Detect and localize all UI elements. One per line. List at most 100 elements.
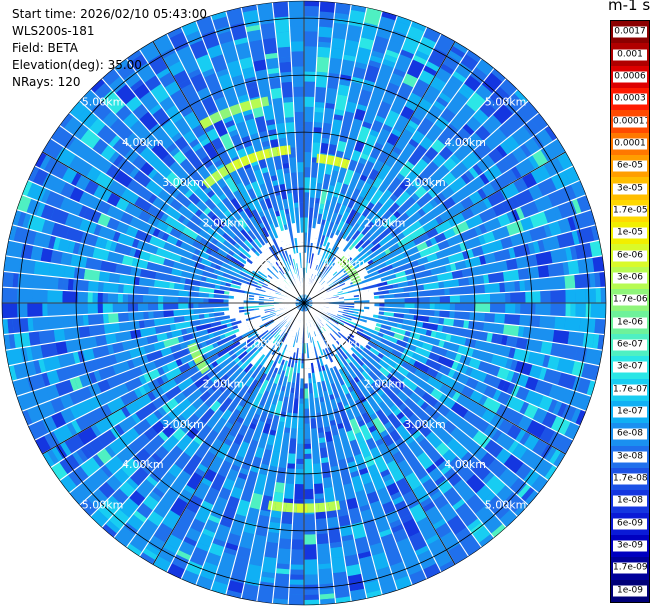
ray-gap (312, 304, 600, 367)
ppi-bin (182, 536, 198, 547)
ppi-bin (1, 287, 18, 303)
ppi-bin (520, 216, 534, 232)
ppi-bin (304, 423, 312, 439)
ppi-bin (344, 101, 358, 114)
ppi-bin (411, 430, 422, 440)
ppi-bin (268, 319, 274, 324)
ppi-bin (499, 282, 506, 293)
ppi-bin (254, 290, 270, 296)
ppi-bin (32, 274, 44, 290)
ppi-bin (304, 146, 313, 153)
ppi-bin (361, 160, 375, 178)
ppi-bin (343, 309, 354, 314)
ppi-bin (72, 241, 81, 255)
ppi-bin (397, 220, 410, 232)
ppi-bin (437, 460, 449, 472)
ppi-bin (465, 49, 482, 63)
ppi-bin (108, 134, 121, 148)
ppi-bin (277, 349, 286, 365)
ppi-bin (360, 238, 372, 250)
ppi-bin (411, 352, 424, 363)
ppi-bin (289, 16, 304, 27)
ppi-bin (399, 308, 410, 314)
ppi-bin (316, 260, 323, 271)
ppi-bin (357, 271, 369, 279)
ppi-bin (435, 96, 449, 108)
ppi-bin (324, 262, 336, 276)
ppi-bin (274, 117, 286, 124)
colorbar-tick-label: 1.7e-09 (613, 562, 647, 574)
ppi-bin (304, 177, 311, 193)
ppi-bin (261, 266, 275, 278)
ray-gap (308, 58, 482, 297)
ray-gap (305, 311, 383, 595)
ppi-bin (374, 438, 385, 447)
ppi-bin (348, 244, 355, 251)
ppi-bin (118, 312, 129, 323)
ppi-bin (198, 313, 205, 320)
ppi-bin (523, 468, 541, 487)
ppi-bin (249, 215, 259, 227)
ppi-bin (71, 122, 89, 141)
ppi-bin (165, 225, 174, 235)
ppi-high-bin (307, 503, 319, 513)
ppi-bin (47, 315, 64, 330)
ppi-bin (169, 414, 187, 432)
ppi-bin (206, 365, 222, 379)
ppi-bin (443, 278, 460, 289)
ppi-bin (515, 386, 530, 402)
ppi-bin (274, 400, 284, 417)
ppi-bin (484, 282, 500, 294)
ppi-bin (90, 359, 99, 372)
ppi-bin (359, 152, 370, 161)
ray-gap (256, 4, 304, 295)
ppi-bin (375, 345, 392, 358)
ppi-bin (129, 53, 148, 71)
ppi-bin (324, 102, 336, 110)
ppi-bin (163, 51, 181, 68)
ray-gap (59, 125, 298, 299)
ppi-bin (195, 542, 211, 552)
ppi-bin (88, 410, 100, 424)
ppi-bin (152, 227, 161, 238)
colorbar-tick-label: 0.001 (613, 49, 647, 61)
ppi-bin (379, 429, 389, 439)
ppi-bin (349, 470, 360, 478)
ppi-bin (221, 232, 237, 246)
ppi-bin (22, 212, 32, 229)
ppi-bin (255, 256, 269, 270)
ppi-bin (456, 103, 476, 124)
ppi-bin (392, 407, 402, 417)
ppi-bin (177, 214, 186, 224)
ppi-bin (267, 521, 281, 534)
ppi-bin (275, 194, 285, 211)
ppi-bin (187, 265, 204, 276)
ppi-bin (443, 486, 463, 507)
ppi-bin (212, 184, 225, 198)
ppi-bin (418, 211, 435, 227)
ppi-bin (115, 104, 133, 122)
ppi-bin (422, 65, 438, 77)
ppi-bin (213, 268, 225, 277)
ppi-bin (326, 271, 331, 277)
ppi-bin (32, 288, 48, 303)
ppi-bin (246, 199, 256, 212)
ppi-bin (409, 374, 423, 386)
ppi-bin (290, 51, 304, 67)
ppi-bin (153, 526, 171, 543)
ppi-bin (62, 277, 69, 291)
ppi-bin (206, 44, 224, 59)
ppi-bin (241, 328, 257, 339)
ppi-bin (314, 91, 327, 103)
ppi-bin (244, 376, 255, 388)
ppi-bin (115, 488, 129, 502)
ppi-bin (361, 363, 369, 371)
ppi-bin (390, 491, 403, 501)
ppi-bin (109, 426, 121, 440)
ppi-bin (88, 371, 98, 385)
ppi-bin (412, 106, 428, 122)
ppi-bin (361, 231, 372, 243)
ppi-bin (492, 202, 507, 217)
ppi-bin (547, 262, 565, 278)
ppi-bin (209, 400, 222, 413)
